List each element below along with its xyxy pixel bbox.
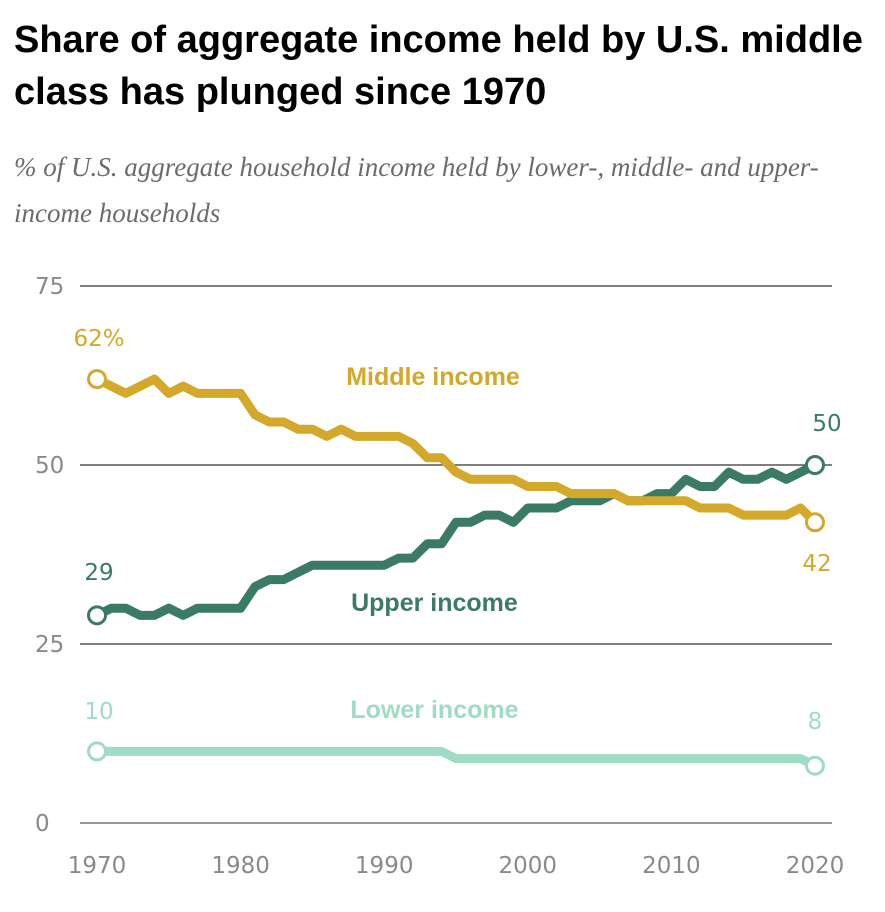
x-tick-label-2010: 2010 [642,853,701,879]
chart-subtitle: % of U.S. aggregate household income hel… [14,152,819,228]
series-label-middle-income: Middle income [346,363,520,391]
series-line-lower-income [92,746,820,771]
data-label-end-lower-income: 8 [808,709,823,735]
marker-end-lower-income [805,755,825,776]
x-tick-label-2000: 2000 [499,853,558,879]
y-tick-label-50: 50 [35,453,64,479]
data-label-start-lower-income: 10 [84,699,113,725]
y-tick-label-25: 25 [35,632,64,658]
series-line-middle-income [92,374,820,527]
data-label-end-middle-income: 42 [802,551,831,577]
x-tick-label-2020: 2020 [786,853,845,879]
data-label-end-upper-income: 50 [812,411,841,437]
marker-start-middle-income [87,369,107,390]
marker-end-upper-income [805,455,825,475]
series-label-lower-income: Lower income [350,696,518,724]
x-tick-label-1990: 1990 [355,853,414,879]
data-label-start-upper-income: 29 [84,560,113,586]
x-tick-label-1980: 1980 [211,853,270,879]
marker-start-upper-income [87,605,107,626]
y-tick-label-0: 0 [35,811,50,837]
y-tick-label-75: 75 [35,274,64,300]
data-label-start-middle-income: 62% [73,326,124,352]
series-label-upper-income: Upper income [351,589,518,617]
series-line-upper-income [92,460,820,620]
x-tick-label-1970: 1970 [68,853,127,879]
chart-title: Share of aggregate income held by U.S. m… [14,19,863,113]
marker-end-middle-income [805,512,825,533]
marker-start-lower-income [87,741,107,762]
